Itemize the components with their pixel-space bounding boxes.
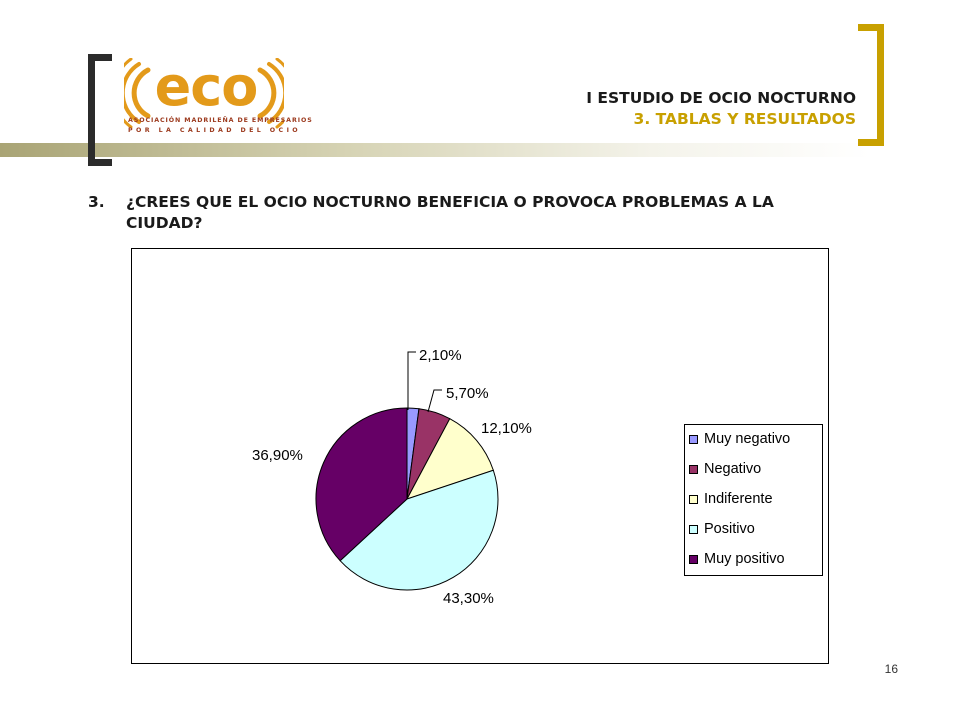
slide-header: I ESTUDIO DE OCIO NOCTURNO 3. TABLAS Y R… xyxy=(586,88,856,130)
chart-legend: Muy negativo Negativo Indiferente Positivo M… xyxy=(684,424,823,576)
data-label-muy-negativo: 2,10% xyxy=(419,347,462,364)
chart-frame: 2,10% 5,70% 12,10% 43,30% 36,90% xyxy=(131,248,829,664)
legend-label: Muy negativo xyxy=(704,431,791,447)
legend-swatch xyxy=(689,435,698,444)
legend-swatch xyxy=(689,525,698,534)
leader-line-muy-negativo xyxy=(407,351,416,410)
legend-swatch xyxy=(689,555,698,564)
left-bracket-decoration xyxy=(88,54,112,166)
legend-swatch xyxy=(689,495,698,504)
pie-slice-indiferente xyxy=(405,418,494,500)
data-label-indiferente: 12,10% xyxy=(481,420,532,437)
right-bracket-decoration xyxy=(858,24,884,146)
question-text: ¿CREES QUE EL OCIO NOCTURNO BENEFICIA O … xyxy=(126,193,774,232)
pie-slice-muy-positivo xyxy=(315,407,408,562)
legend-label: Muy positivo xyxy=(704,551,785,567)
data-label-muy-positivo: 36,90% xyxy=(252,447,303,464)
logo-subtitle-line2: POR LA CALIDAD DEL OCIO xyxy=(128,127,302,134)
legend-label: Positivo xyxy=(704,521,755,537)
header-title: I ESTUDIO DE OCIO NOCTURNO xyxy=(586,89,856,107)
legend-label: Negativo xyxy=(704,461,762,477)
legend-label: Indiferente xyxy=(704,491,773,507)
header-subtitle: 3. TABLAS Y RESULTADOS xyxy=(633,110,856,128)
eco-logo-waves xyxy=(124,58,284,129)
logo-wordmark: eco xyxy=(154,55,259,118)
logo-subtitle-line1: ASOCIACIÓN MADRILEÑA DE EMPRESARIOS xyxy=(128,117,313,124)
legend-swatch xyxy=(689,465,698,474)
data-label-negativo: 5,70% xyxy=(446,385,489,402)
leader-line-negativo xyxy=(427,389,442,413)
decorative-gradient-band xyxy=(0,143,870,157)
page-number: 16 xyxy=(884,662,898,676)
pie-slice-positivo xyxy=(339,469,499,591)
question-heading: 3. ¿CREES QUE EL OCIO NOCTURNO BENEFICIA… xyxy=(88,192,848,234)
question-number: 3. xyxy=(88,193,105,211)
data-label-positivo: 43,30% xyxy=(443,590,494,607)
pie-chart: 2,10% 5,70% 12,10% 43,30% 36,90% xyxy=(252,347,532,607)
